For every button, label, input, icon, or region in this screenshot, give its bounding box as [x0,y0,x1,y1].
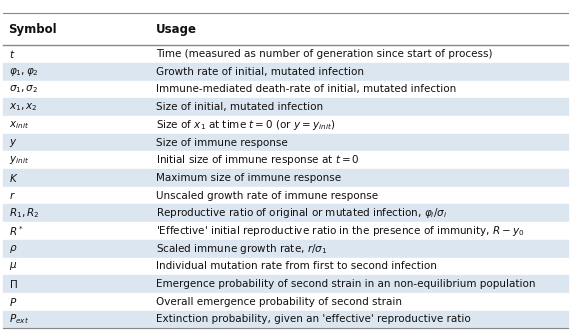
Bar [3,134,568,151]
Text: $\Pi$: $\Pi$ [9,278,17,290]
Text: 'Effective' initial reproductive ratio in the presence of immunity, $R - y_0$: 'Effective' initial reproductive ratio i… [156,224,524,238]
Text: Overall emergence probability of second strain: Overall emergence probability of second … [156,297,402,307]
Bar [3,63,568,81]
Text: $P$: $P$ [9,296,17,308]
Bar [3,151,568,169]
Text: Unscaled growth rate of immune response: Unscaled growth rate of immune response [156,191,378,201]
Bar [3,116,568,134]
Bar [3,240,568,258]
Text: Size of immune response: Size of immune response [156,138,288,147]
Text: $r$: $r$ [9,190,15,201]
Bar [3,169,568,187]
Text: $R^*$: $R^*$ [9,224,23,238]
Text: Initial size of immune response at $t = 0$: Initial size of immune response at $t = … [156,153,360,167]
Text: Emergence probability of second strain in an non-equilibrium population: Emergence probability of second strain i… [156,279,536,289]
Bar [3,81,568,98]
Text: $\rho$: $\rho$ [9,243,17,255]
Bar [3,98,568,116]
Bar [3,275,568,293]
Text: $K$: $K$ [9,172,18,184]
Bar [3,45,568,63]
Text: Scaled immune growth rate, $r/\sigma_1$: Scaled immune growth rate, $r/\sigma_1$ [156,242,327,256]
Text: $P_{ext}$: $P_{ext}$ [9,313,29,326]
Text: $x_1, x_2$: $x_1, x_2$ [9,101,37,113]
Bar [3,222,568,240]
Text: $x_{init}$: $x_{init}$ [9,119,29,131]
Bar [3,258,568,275]
Text: Time (measured as number of generation since start of process): Time (measured as number of generation s… [156,49,492,59]
Bar [3,293,568,311]
Text: Size of initial, mutated infection: Size of initial, mutated infection [156,102,323,112]
Text: $\mu$: $\mu$ [9,260,17,272]
Text: Symbol: Symbol [9,23,57,36]
Bar [3,204,568,222]
Text: Size of $x_1$ at time $t = 0$ (or $y = y_{init}$): Size of $x_1$ at time $t = 0$ (or $y = y… [156,118,335,132]
Bar [3,187,568,204]
Text: $\varphi_1, \varphi_2$: $\varphi_1, \varphi_2$ [9,66,38,78]
Text: Growth rate of initial, mutated infection: Growth rate of initial, mutated infectio… [156,67,364,77]
Text: Maximum size of immune response: Maximum size of immune response [156,173,341,183]
Text: $y_{init}$: $y_{init}$ [9,154,29,166]
Text: $y$: $y$ [9,137,17,148]
Text: Extinction probability, given an 'effective' reproductive ratio: Extinction probability, given an 'effect… [156,315,471,325]
Text: $t$: $t$ [9,48,15,60]
Text: Reproductive ratio of original or mutated infection, $\varphi_i/\sigma_i$: Reproductive ratio of original or mutate… [156,206,447,220]
Text: Usage: Usage [156,23,197,36]
Bar [3,311,568,328]
Text: $\sigma_1, \sigma_2$: $\sigma_1, \sigma_2$ [9,83,38,95]
Text: Immune-mediated death-rate of initial, mutated infection: Immune-mediated death-rate of initial, m… [156,84,456,94]
Text: Individual mutation rate from first to second infection: Individual mutation rate from first to s… [156,261,437,271]
Text: $R_1, R_2$: $R_1, R_2$ [9,206,39,220]
